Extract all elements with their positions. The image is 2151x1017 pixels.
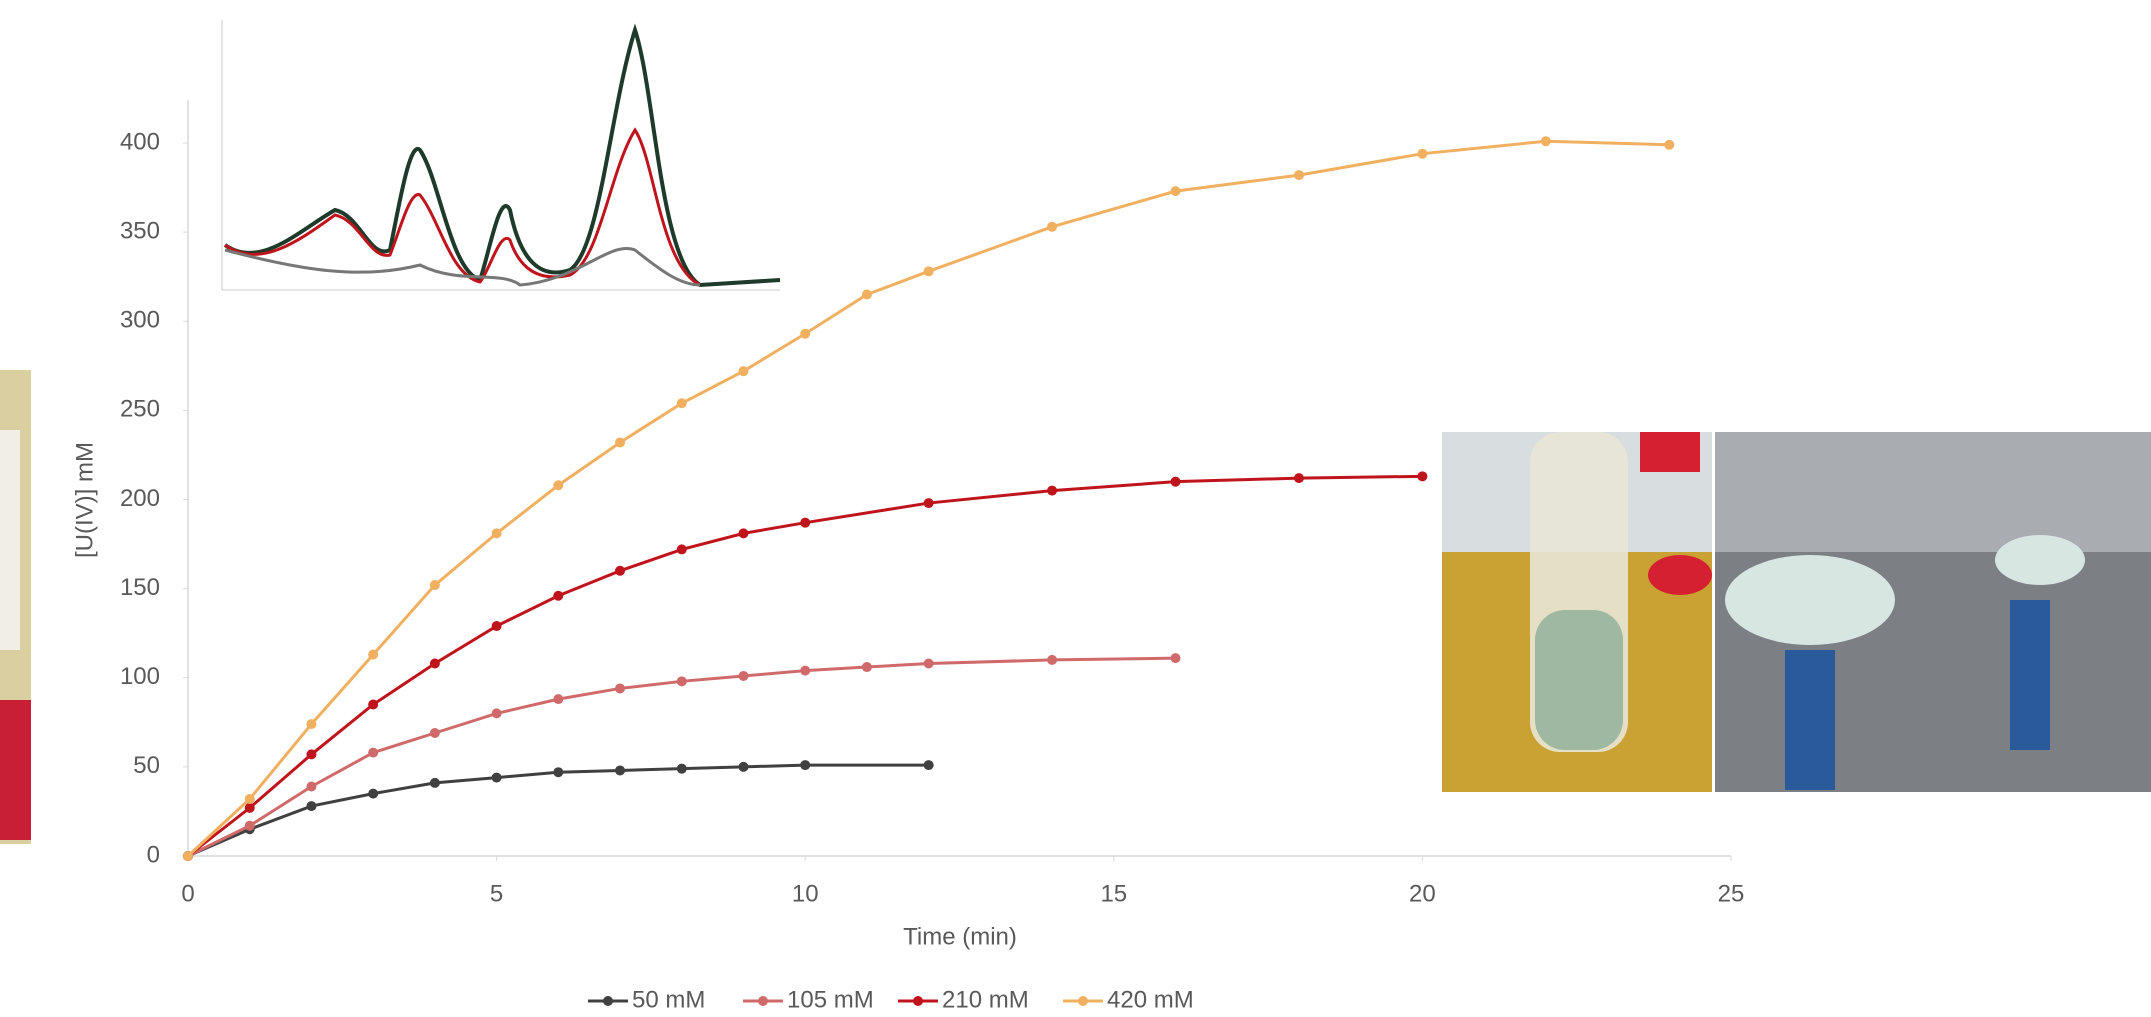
data-point — [1047, 222, 1057, 232]
data-point — [1541, 136, 1551, 146]
photo-filters — [1715, 432, 2151, 792]
data-point — [306, 749, 316, 759]
legend-marker — [913, 996, 923, 1006]
data-point — [1171, 653, 1181, 663]
photo-left — [0, 370, 31, 844]
data-point — [306, 781, 316, 791]
y-tick-label: 100 — [120, 663, 160, 690]
data-point — [1047, 655, 1057, 665]
data-point — [800, 329, 810, 339]
series-line — [188, 765, 929, 856]
data-point — [306, 801, 316, 811]
data-point — [1171, 477, 1181, 487]
data-point — [800, 760, 810, 770]
y-tick-label: 50 — [133, 752, 160, 779]
data-point — [368, 748, 378, 758]
photo-tube — [1442, 432, 1712, 792]
data-point — [677, 398, 687, 408]
data-point — [430, 580, 440, 590]
legend-marker — [603, 996, 613, 1006]
y-tick-label: 0 — [147, 841, 160, 868]
data-point — [1294, 473, 1304, 483]
data-point — [1664, 140, 1674, 150]
data-point — [924, 658, 934, 668]
data-point — [306, 719, 316, 729]
data-point — [368, 699, 378, 709]
data-point — [553, 591, 563, 601]
data-point — [862, 662, 872, 672]
data-point — [800, 518, 810, 528]
data-point — [430, 778, 440, 788]
x-tick-label: 0 — [181, 880, 194, 907]
data-point — [1417, 471, 1427, 481]
data-point — [1047, 486, 1057, 496]
data-point — [430, 658, 440, 668]
page: {"chart_data": {"type": "line", "x_label… — [0, 0, 2151, 1017]
x-tick-label: 15 — [1100, 880, 1127, 907]
x-tick-label: 20 — [1409, 880, 1436, 907]
data-point — [492, 708, 502, 718]
data-point — [924, 498, 934, 508]
data-point — [245, 821, 255, 831]
data-point — [1417, 149, 1427, 159]
data-point — [1171, 186, 1181, 196]
data-point — [615, 765, 625, 775]
data-point — [677, 544, 687, 554]
data-point — [677, 676, 687, 686]
data-point — [368, 789, 378, 799]
data-point — [800, 666, 810, 676]
inset-spectrum — [185, 14, 789, 344]
data-point — [615, 683, 625, 693]
data-point — [492, 528, 502, 538]
legend-marker — [758, 996, 768, 1006]
data-point — [553, 694, 563, 704]
x-tick-label: 10 — [792, 880, 819, 907]
data-point — [492, 773, 502, 783]
data-point — [553, 480, 563, 490]
series-line — [188, 658, 1176, 856]
y-tick-label: 250 — [120, 396, 160, 423]
data-point — [738, 366, 748, 376]
x-tick-label: 5 — [490, 880, 503, 907]
y-tick-label: 300 — [120, 307, 160, 334]
data-point — [738, 528, 748, 538]
data-point — [553, 767, 563, 777]
data-point — [183, 851, 193, 861]
data-point — [245, 794, 255, 804]
chart: [U(IV)] mM Time (min) 050100150200250300… — [0, 0, 2151, 1017]
data-point — [245, 803, 255, 813]
y-tick-label: 150 — [120, 574, 160, 601]
data-point — [492, 621, 502, 631]
data-point — [368, 650, 378, 660]
x-axis-title: Time (min) — [903, 923, 1017, 950]
y-tick-label: 200 — [120, 485, 160, 512]
data-point — [430, 728, 440, 738]
data-point — [862, 290, 872, 300]
data-point — [1294, 170, 1304, 180]
data-point — [924, 760, 934, 770]
y-tick-label: 400 — [120, 128, 160, 155]
y-tick-label: 350 — [120, 217, 160, 244]
data-point — [615, 437, 625, 447]
data-point — [924, 266, 934, 276]
legend-label: 420 mM — [1107, 986, 1194, 1013]
data-point — [738, 671, 748, 681]
data-point — [677, 764, 687, 774]
legend-marker — [1078, 996, 1088, 1006]
x-tick-label: 25 — [1718, 880, 1745, 907]
legend-label: 50 mM — [632, 986, 705, 1013]
legend-label: 210 mM — [942, 986, 1029, 1013]
legend-label: 105 mM — [787, 986, 874, 1013]
y-axis-title: [U(IV)] mM — [71, 442, 98, 558]
data-point — [738, 762, 748, 772]
data-point — [615, 566, 625, 576]
